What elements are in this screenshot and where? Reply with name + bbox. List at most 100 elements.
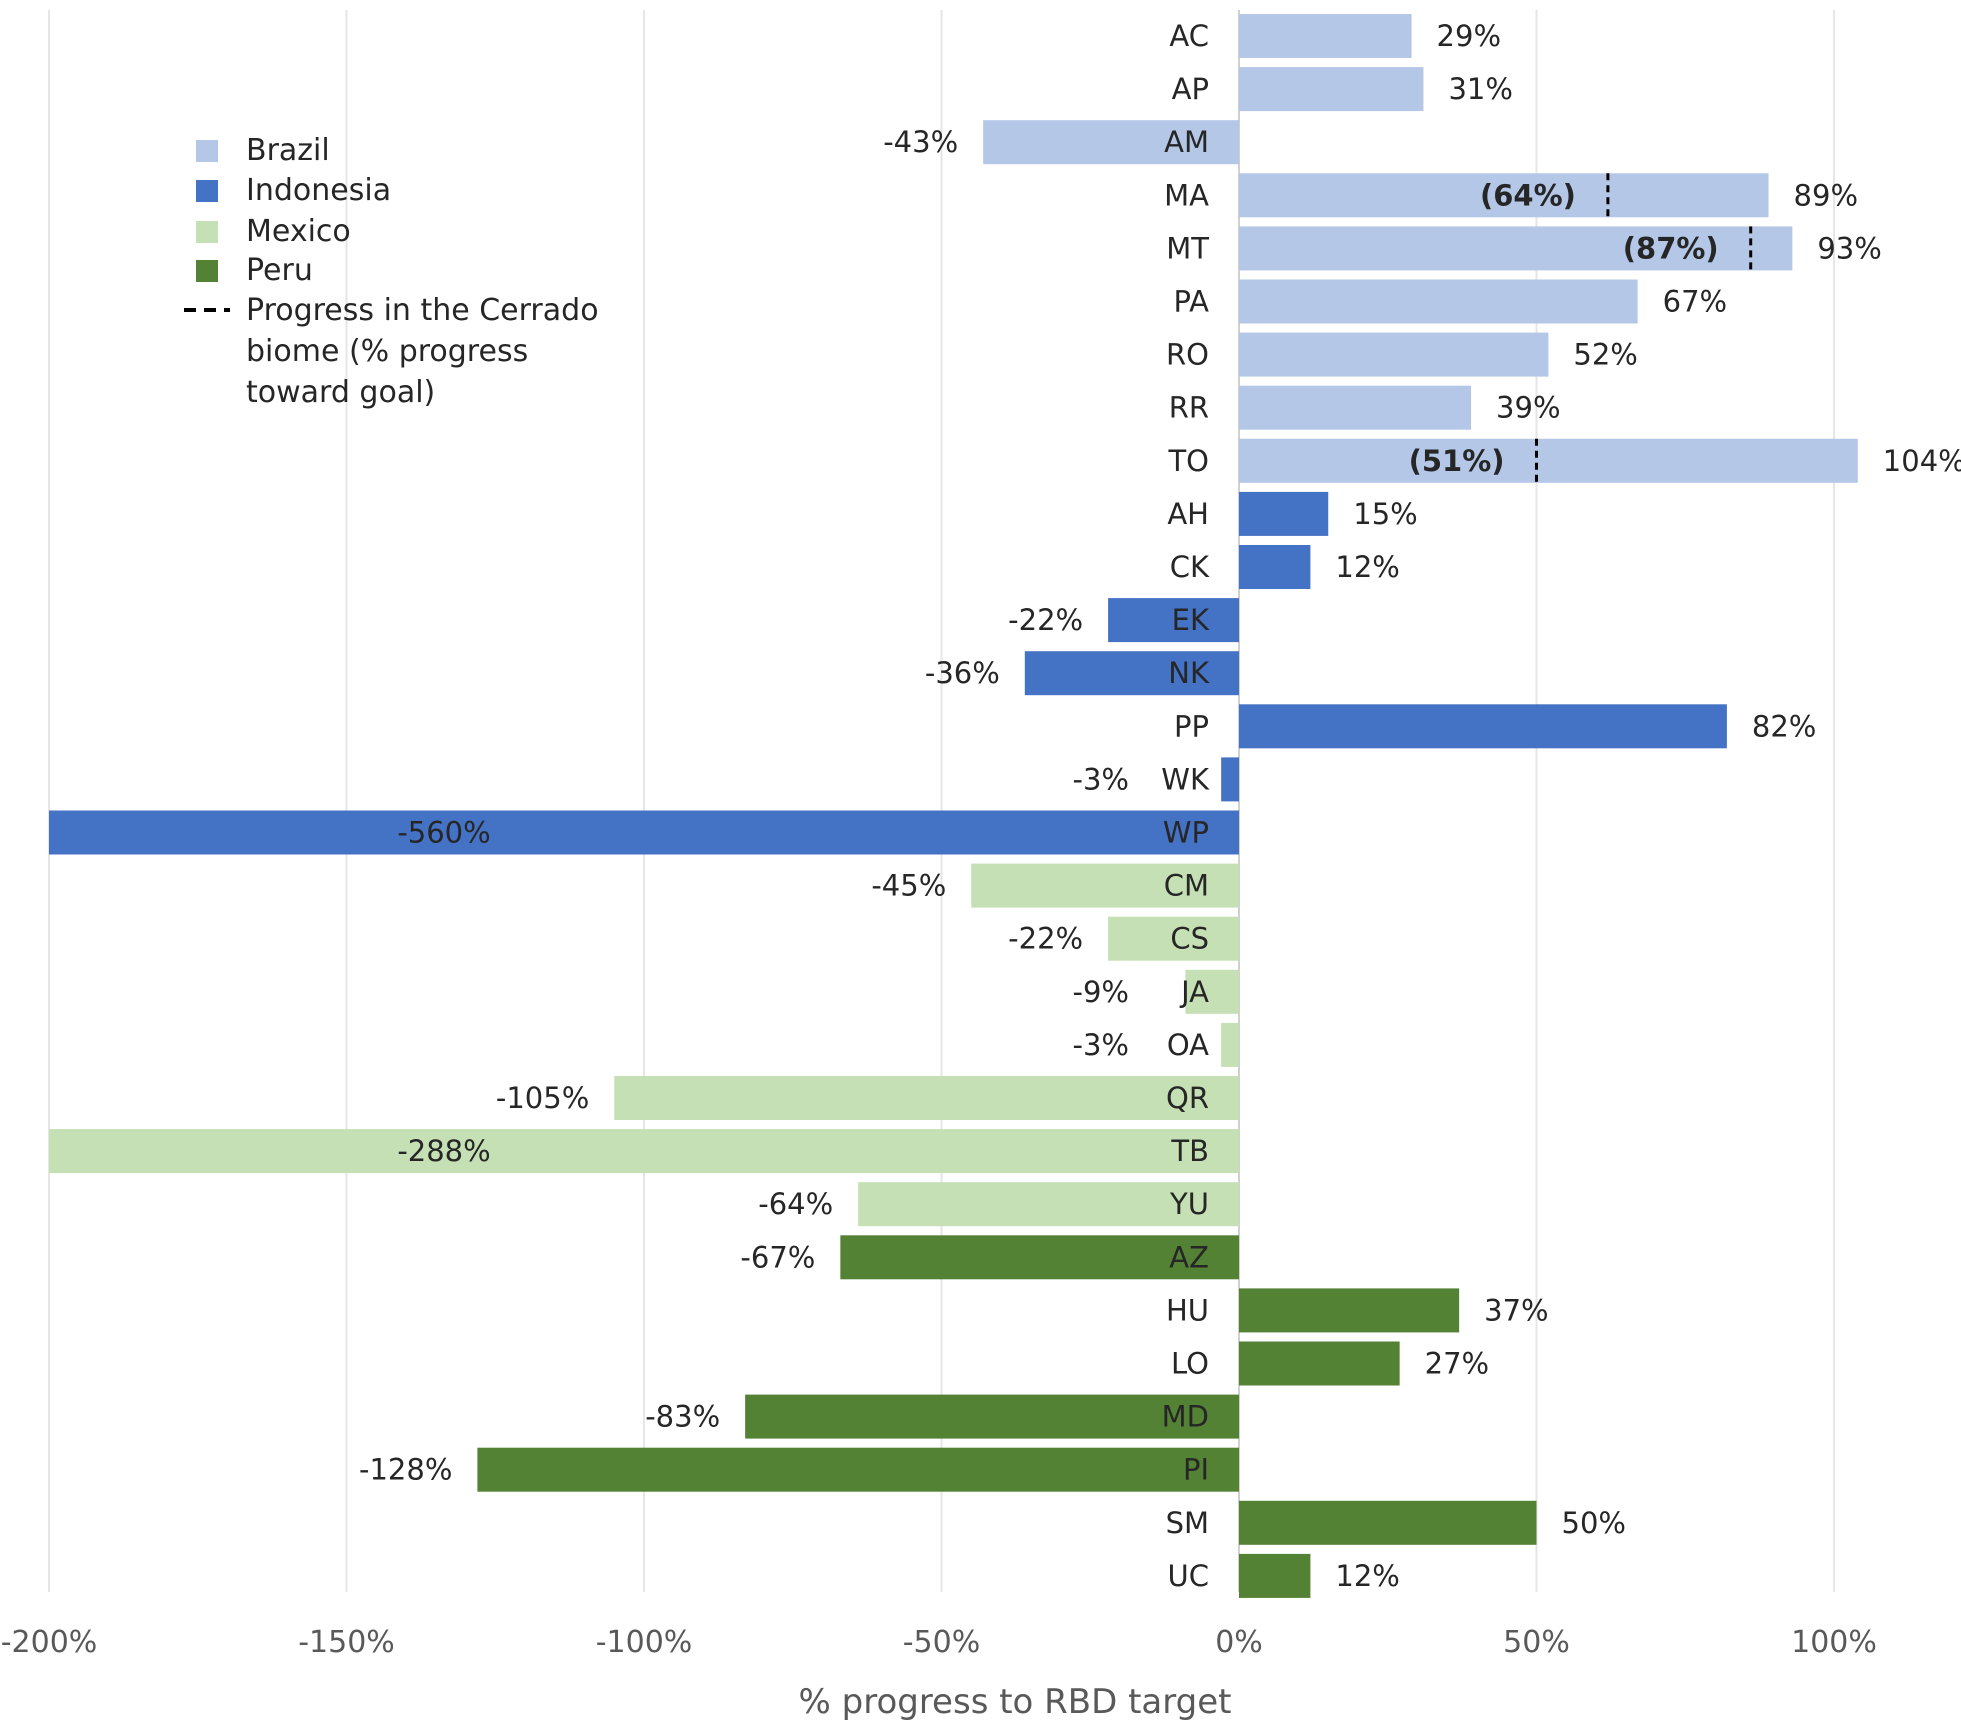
- x-tick-label: -100%: [596, 1625, 693, 1660]
- bar-pa: [1239, 279, 1638, 324]
- bar-yu: [858, 1182, 1239, 1227]
- data-label: -43%: [883, 125, 958, 159]
- data-label: 12%: [1335, 1559, 1399, 1593]
- bar-lo: [1239, 1341, 1400, 1386]
- data-label: 67%: [1663, 285, 1727, 319]
- x-axis-title: % progress to RBD target: [799, 1682, 1232, 1722]
- data-label: 89%: [1794, 178, 1858, 212]
- data-label: 37%: [1484, 1293, 1548, 1327]
- legend: Brazil Indonesia Mexico Peru Progress in the…: [184, 133, 599, 410]
- category-label-rr: RR: [1169, 391, 1209, 425]
- category-label-ah: AH: [1167, 497, 1209, 531]
- bar-qr: [614, 1076, 1239, 1120]
- bar-hu: [1239, 1288, 1460, 1333]
- data-label: -64%: [758, 1187, 833, 1221]
- bar-wk: [1221, 757, 1239, 802]
- legend-label-cerrado: toward goal): [246, 375, 435, 410]
- data-label: -36%: [925, 656, 1000, 690]
- category-label-wp: WP: [1163, 816, 1209, 850]
- bar-rr: [1239, 385, 1472, 430]
- category-label-pp: PP: [1174, 709, 1209, 743]
- bar-ma: [1239, 173, 1769, 218]
- category-label-mt: MT: [1166, 231, 1209, 265]
- legend-swatch-indonesia: [196, 180, 218, 202]
- x-tick-label: 50%: [1503, 1625, 1570, 1660]
- legend-label-cerrado: Progress in the Cerrado: [246, 293, 599, 328]
- bar-ck: [1239, 545, 1311, 589]
- category-label-am: AM: [1164, 125, 1209, 159]
- data-label: 29%: [1437, 19, 1501, 53]
- legend-label-mexico: Mexico: [246, 214, 351, 249]
- category-label-pa: PA: [1174, 285, 1210, 319]
- data-label: 104%: [1883, 444, 1961, 478]
- bar-cs: [1108, 916, 1239, 961]
- category-label-ek: EK: [1172, 603, 1210, 637]
- category-label-md: MD: [1162, 1400, 1209, 1434]
- legend-swatch-peru: [196, 260, 218, 282]
- data-label: 39%: [1496, 391, 1560, 425]
- x-tick-label: 0%: [1215, 1625, 1263, 1660]
- cerrado-label: (51%): [1409, 444, 1505, 478]
- bar-sm: [1239, 1500, 1537, 1545]
- category-label-yu: YU: [1169, 1187, 1209, 1221]
- category-label-tb: TB: [1170, 1134, 1209, 1168]
- legend-swatch-mexico: [196, 221, 218, 243]
- bar-mt: [1239, 226, 1793, 271]
- legend-label-indonesia: Indonesia: [246, 173, 391, 208]
- bar-uc: [1239, 1553, 1311, 1598]
- gridlines: [48, 10, 1835, 1592]
- category-label-sm: SM: [1166, 1506, 1209, 1540]
- category-label-ja: JA: [1179, 975, 1209, 1009]
- category-label-cs: CS: [1170, 922, 1209, 956]
- bar-ja: [1185, 969, 1239, 1014]
- category-label-oa: OA: [1167, 1028, 1209, 1062]
- category-label-ac: AC: [1169, 19, 1209, 53]
- bar-ek: [1108, 598, 1239, 643]
- data-label: 93%: [1817, 231, 1881, 265]
- bar-tb: [49, 1129, 1239, 1174]
- legend-label-cerrado: biome (% progress: [246, 334, 528, 369]
- data-label: 12%: [1335, 550, 1399, 584]
- data-label: -105%: [496, 1081, 589, 1115]
- labels: AC 29% AP 31% AM -43% MA 89% (64%) MT 93% (87%) PA 67…: [359, 19, 1961, 1593]
- data-label: -288%: [397, 1134, 490, 1168]
- bars: [49, 14, 1858, 1598]
- x-tick-label: -200%: [1, 1625, 98, 1660]
- bar-to: [1239, 438, 1858, 483]
- bar-cm: [971, 863, 1239, 908]
- data-label: -22%: [1008, 603, 1083, 637]
- legend-swatch-brazil: [196, 140, 218, 162]
- category-label-ma: MA: [1164, 178, 1209, 212]
- data-label: 52%: [1573, 338, 1637, 372]
- bar-oa: [1221, 1022, 1239, 1067]
- category-label-lo: LO: [1171, 1347, 1209, 1381]
- data-label: 31%: [1448, 72, 1512, 106]
- category-label-uc: UC: [1168, 1559, 1209, 1593]
- category-label-hu: HU: [1166, 1293, 1209, 1327]
- data-label: -3%: [1073, 1028, 1129, 1062]
- data-label: 15%: [1353, 497, 1417, 531]
- category-label-to: TO: [1167, 444, 1209, 478]
- category-label-ro: RO: [1166, 338, 1209, 372]
- bar-am: [983, 120, 1239, 165]
- category-label-nk: NK: [1168, 656, 1210, 690]
- data-label: 27%: [1425, 1347, 1489, 1381]
- x-axis: -200% -150% -100% -50% 0% 50% 100%: [1, 1625, 1877, 1660]
- category-label-cm: CM: [1164, 869, 1209, 903]
- data-label: -83%: [645, 1400, 720, 1434]
- bar-md: [745, 1394, 1239, 1439]
- x-tick-label: 100%: [1791, 1625, 1877, 1660]
- x-tick-label: -50%: [903, 1625, 981, 1660]
- category-label-ap: AP: [1172, 72, 1209, 106]
- data-label: -128%: [359, 1453, 452, 1487]
- data-label: -560%: [397, 816, 490, 850]
- bar-az: [840, 1235, 1239, 1280]
- category-label-pi: PI: [1183, 1453, 1209, 1487]
- bar-ac: [1239, 14, 1412, 58]
- bar-pp: [1239, 704, 1727, 749]
- data-label: 82%: [1752, 709, 1816, 743]
- legend-label-peru: Peru: [246, 253, 313, 288]
- data-label: 50%: [1562, 1506, 1626, 1540]
- category-label-wk: WK: [1161, 762, 1210, 796]
